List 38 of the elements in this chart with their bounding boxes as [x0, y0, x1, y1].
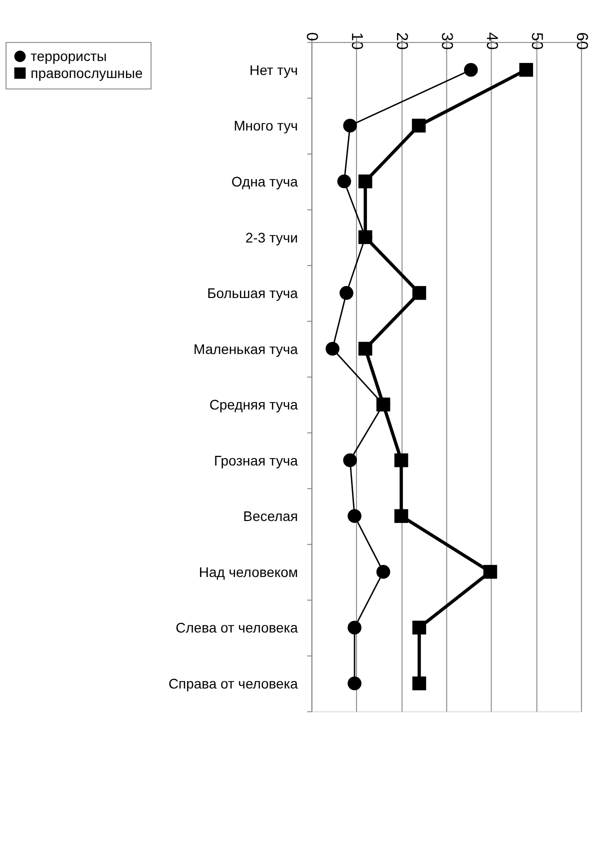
point	[358, 230, 372, 244]
point	[412, 118, 426, 133]
point	[358, 174, 372, 188]
point	[483, 564, 498, 579]
point	[348, 509, 362, 523]
point	[326, 342, 340, 356]
x-tick-label: 60	[572, 32, 590, 50]
point	[394, 509, 408, 523]
y-tick-label: Над человеком	[198, 564, 298, 580]
point	[348, 620, 362, 634]
point	[348, 676, 362, 690]
y-tick-label: Грозная туча	[214, 452, 298, 468]
point	[412, 286, 426, 300]
y-tick-label: Справа от человека	[168, 675, 298, 692]
legend-label: правопослушные	[30, 64, 143, 81]
y-tick-label: Маленькая туча	[193, 340, 298, 357]
x-tick-label: 0	[303, 32, 320, 42]
y-tick-label: Слева от человека	[176, 620, 298, 636]
y-tick-label: Средняя туча	[209, 396, 298, 413]
point	[343, 453, 357, 468]
point	[394, 453, 408, 468]
point	[343, 118, 357, 133]
y-tick-label: Веселая	[243, 508, 298, 524]
y-tick-label: 2-3 тучи	[245, 229, 298, 246]
y-tick-label: Большая туча	[207, 285, 298, 302]
y-tick-label: Много туч	[234, 118, 298, 134]
y-tick-label: Одна туча	[231, 174, 298, 190]
point	[340, 286, 354, 300]
point	[412, 676, 426, 690]
y-tick-label: Нет туч	[250, 62, 298, 78]
legend-label: террористы	[30, 48, 107, 64]
point	[376, 564, 390, 579]
point	[464, 62, 478, 77]
point	[337, 174, 352, 188]
point	[358, 342, 372, 356]
point	[412, 620, 426, 634]
point	[376, 398, 390, 412]
point	[519, 62, 534, 77]
